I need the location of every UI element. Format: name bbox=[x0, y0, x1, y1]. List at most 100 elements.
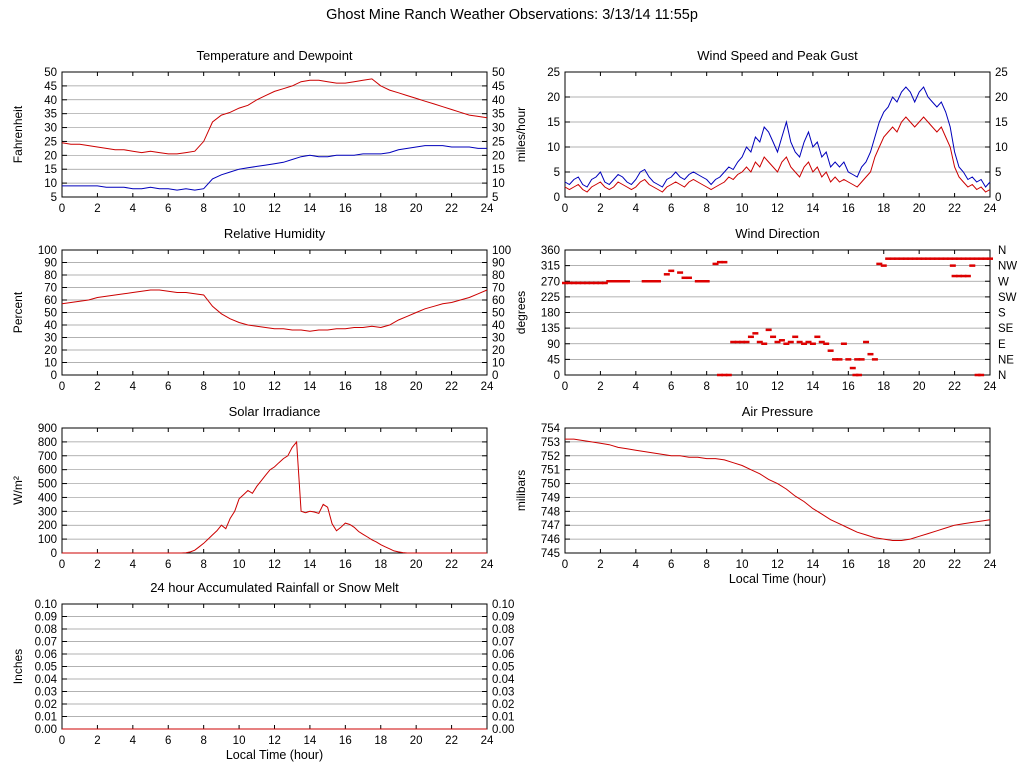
x-tick-label: 14 bbox=[807, 203, 820, 215]
x-tick-label: 16 bbox=[339, 559, 352, 571]
series-wind-direction-marker bbox=[854, 358, 861, 361]
x-tick-label: 16 bbox=[842, 559, 855, 571]
series-wind-direction-marker bbox=[916, 257, 923, 260]
series-wind-direction-marker bbox=[938, 257, 945, 260]
y-tick-label: 45 bbox=[44, 81, 57, 93]
y-tick-label: 90 bbox=[44, 258, 57, 270]
series-wind-direction-marker bbox=[796, 340, 803, 344]
y-tick-label: 0.10 bbox=[35, 599, 57, 611]
y-tick-label: 800 bbox=[38, 437, 57, 449]
series-wind-direction-marker bbox=[570, 281, 577, 285]
series-wind-direction-marker bbox=[827, 349, 834, 352]
series-wind-speed bbox=[564, 116, 991, 193]
chart-title: 24 hour Accumulated Rainfall or Snow Mel… bbox=[150, 580, 399, 595]
series-solar-irradiance bbox=[62, 440, 487, 554]
y-tick-label: 748 bbox=[541, 506, 560, 518]
series-wind-direction-marker bbox=[606, 280, 613, 283]
series-wind-direction-marker bbox=[902, 257, 909, 260]
chart-title: Air Pressure bbox=[742, 404, 814, 419]
y-tick-label-right: 10 bbox=[995, 142, 1008, 154]
plot-border bbox=[564, 71, 991, 198]
x-tick-label: 16 bbox=[842, 203, 855, 215]
series-wind-direction-marker bbox=[933, 257, 940, 260]
y-tick-label: 0 bbox=[554, 370, 560, 382]
y-tick-label: 0.01 bbox=[35, 712, 57, 724]
y-tick-label: 45 bbox=[547, 354, 560, 366]
chart-title: Wind Direction bbox=[735, 226, 820, 241]
y-tick-label: 0.03 bbox=[35, 687, 57, 699]
y-tick-label: 0.02 bbox=[35, 699, 57, 711]
x-tick-label: 24 bbox=[984, 203, 997, 215]
series-wind-direction-marker bbox=[615, 280, 622, 283]
y-axis-label: miles/hour bbox=[514, 107, 528, 162]
y-tick-label-right: 0.04 bbox=[492, 674, 515, 686]
series-wind-direction-marker bbox=[730, 340, 737, 344]
y-axis-label: W/m² bbox=[11, 476, 25, 505]
series-wind-direction-marker bbox=[978, 373, 985, 377]
series-wind-direction-marker bbox=[566, 281, 573, 285]
series-wind-direction-marker bbox=[778, 339, 785, 342]
series-wind-direction-marker bbox=[677, 271, 684, 274]
x-tick-label: 2 bbox=[94, 559, 100, 571]
y-tick-label-right: 20 bbox=[995, 92, 1008, 104]
y-tick-label-right: 25 bbox=[995, 67, 1008, 79]
y-tick-label: 0.07 bbox=[35, 637, 57, 649]
series-wind-direction-marker bbox=[588, 281, 595, 285]
x-tick-label: 18 bbox=[374, 203, 387, 215]
x-tick-label: 2 bbox=[597, 203, 603, 215]
y-tick-label-right: 20 bbox=[492, 150, 505, 162]
y-tick-label: 0.09 bbox=[35, 612, 57, 624]
x-tick-label: 8 bbox=[703, 203, 709, 215]
series-wind-direction-marker bbox=[747, 335, 754, 339]
y-tick-label: 749 bbox=[541, 492, 560, 504]
series-wind-direction-marker bbox=[646, 280, 653, 283]
series-wind-direction-marker bbox=[716, 373, 723, 377]
x-tick-label: 22 bbox=[948, 559, 961, 571]
x-tick-label: 18 bbox=[877, 381, 890, 393]
y-tick-label: 0 bbox=[554, 192, 560, 204]
y-tick-label: 0.08 bbox=[35, 624, 57, 636]
series-wind-direction-marker bbox=[601, 281, 608, 285]
series-temperature bbox=[61, 78, 488, 155]
x-tick-label: 20 bbox=[913, 203, 926, 215]
y-tick-label: 0.04 bbox=[35, 674, 58, 686]
series-wind-direction-marker bbox=[987, 257, 993, 260]
x-tick-label: 4 bbox=[130, 381, 137, 393]
y-tick-label: 752 bbox=[541, 451, 560, 463]
y-tick-label-right: 0.03 bbox=[492, 687, 514, 699]
series-wind-direction-marker bbox=[818, 340, 825, 344]
series-wind-direction-marker bbox=[852, 373, 859, 377]
x-tick-label: 10 bbox=[736, 203, 749, 215]
series-wind-direction-marker bbox=[974, 373, 981, 377]
x-tick-label: 8 bbox=[200, 203, 206, 215]
series-wind-direction-marker bbox=[867, 352, 874, 356]
y-tick-label: 700 bbox=[38, 451, 57, 463]
x-tick-label: 0 bbox=[59, 381, 65, 393]
x-tick-label: 6 bbox=[165, 381, 171, 393]
series-wind-direction-marker bbox=[584, 281, 591, 285]
series-wind-direction-marker bbox=[925, 257, 932, 260]
series-wind-direction-marker bbox=[619, 280, 626, 283]
x-tick-label: 14 bbox=[807, 381, 820, 393]
series-wind-direction-marker bbox=[849, 366, 856, 370]
y-tick-label: 70 bbox=[44, 283, 57, 295]
series-wind-direction-marker bbox=[978, 257, 985, 260]
y-tick-label: 0.00 bbox=[35, 724, 57, 736]
y-tick-label: 0 bbox=[51, 548, 57, 560]
series-wind-direction-marker bbox=[845, 358, 852, 361]
x-tick-label: 22 bbox=[948, 381, 961, 393]
x-tick-label: 20 bbox=[913, 381, 926, 393]
y-tick-label: 30 bbox=[44, 123, 57, 135]
y-tick-label: 90 bbox=[547, 339, 560, 351]
y-tick-label-right: 0 bbox=[995, 192, 1001, 204]
chart-rainfall-snowmelt: 0 2 4 6 8 10 12 14 16 18 20 22 240.00 0.000.01 0.010.0… bbox=[11, 580, 515, 762]
series-wind-direction-marker bbox=[650, 280, 657, 283]
series-wind-direction-marker bbox=[774, 340, 781, 344]
x-tick-label: 0 bbox=[59, 203, 65, 215]
x-tick-label: 0 bbox=[562, 559, 568, 571]
x-axis-label: Local Time (hour) bbox=[226, 748, 323, 762]
y-tick-label-right: 5 bbox=[492, 192, 498, 204]
series-wind-direction-marker bbox=[969, 264, 976, 267]
series-air-pressure bbox=[565, 438, 991, 541]
chart-solar-irradiance: 0 2 4 6 8 10 12 14 16 18 20 22 240100200300400500600… bbox=[11, 404, 494, 571]
